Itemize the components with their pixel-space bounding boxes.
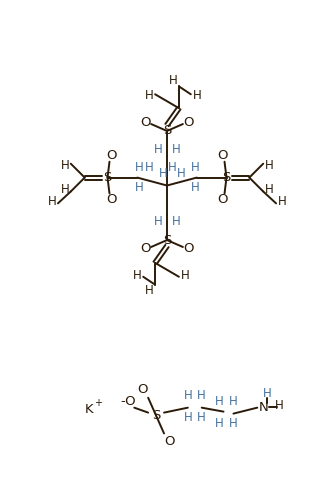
Text: O: O (184, 115, 194, 129)
Text: H: H (48, 195, 56, 208)
Text: H: H (181, 269, 189, 282)
Text: H: H (265, 183, 273, 196)
Text: O: O (106, 193, 117, 206)
Text: H: H (197, 411, 206, 424)
Text: O: O (137, 383, 147, 396)
Text: H: H (168, 161, 176, 174)
Text: S: S (222, 171, 231, 184)
Text: H: H (197, 389, 206, 402)
Text: H: H (159, 167, 168, 180)
Text: S: S (163, 124, 171, 138)
Text: -O: -O (121, 395, 136, 408)
Text: H: H (190, 181, 199, 194)
Text: H: H (215, 395, 224, 408)
Text: O: O (140, 243, 150, 255)
Text: N: N (258, 401, 268, 414)
Text: H: H (263, 387, 272, 400)
Text: O: O (165, 435, 175, 448)
Text: H: H (265, 159, 273, 172)
Text: +: + (93, 397, 102, 408)
Text: H: H (135, 161, 144, 174)
Text: O: O (184, 243, 194, 255)
Text: S: S (163, 234, 171, 247)
Text: H: H (145, 161, 153, 174)
Text: K: K (84, 403, 93, 416)
Text: H: H (192, 89, 201, 102)
Text: H: H (190, 161, 199, 174)
Text: O: O (140, 115, 150, 129)
Text: O: O (106, 149, 117, 162)
Text: H: H (169, 74, 177, 87)
Text: H: H (133, 269, 142, 282)
Text: H: H (177, 167, 185, 180)
Text: H: H (135, 181, 144, 194)
Text: H: H (229, 395, 238, 408)
Text: O: O (217, 193, 228, 206)
Text: S: S (103, 171, 112, 184)
Text: H: H (154, 215, 162, 228)
Text: S: S (152, 409, 160, 422)
Text: H: H (61, 159, 69, 172)
Text: O: O (217, 149, 228, 162)
Text: H: H (172, 144, 180, 156)
Text: H: H (229, 417, 238, 430)
Text: H: H (61, 183, 69, 196)
Text: H: H (215, 417, 224, 430)
Text: H: H (275, 399, 283, 412)
Text: H: H (154, 144, 162, 156)
Text: H: H (184, 389, 192, 402)
Text: H: H (145, 284, 153, 297)
Text: H: H (278, 195, 286, 208)
Text: H: H (172, 215, 180, 228)
Text: H: H (145, 89, 153, 102)
Text: H: H (184, 411, 192, 424)
